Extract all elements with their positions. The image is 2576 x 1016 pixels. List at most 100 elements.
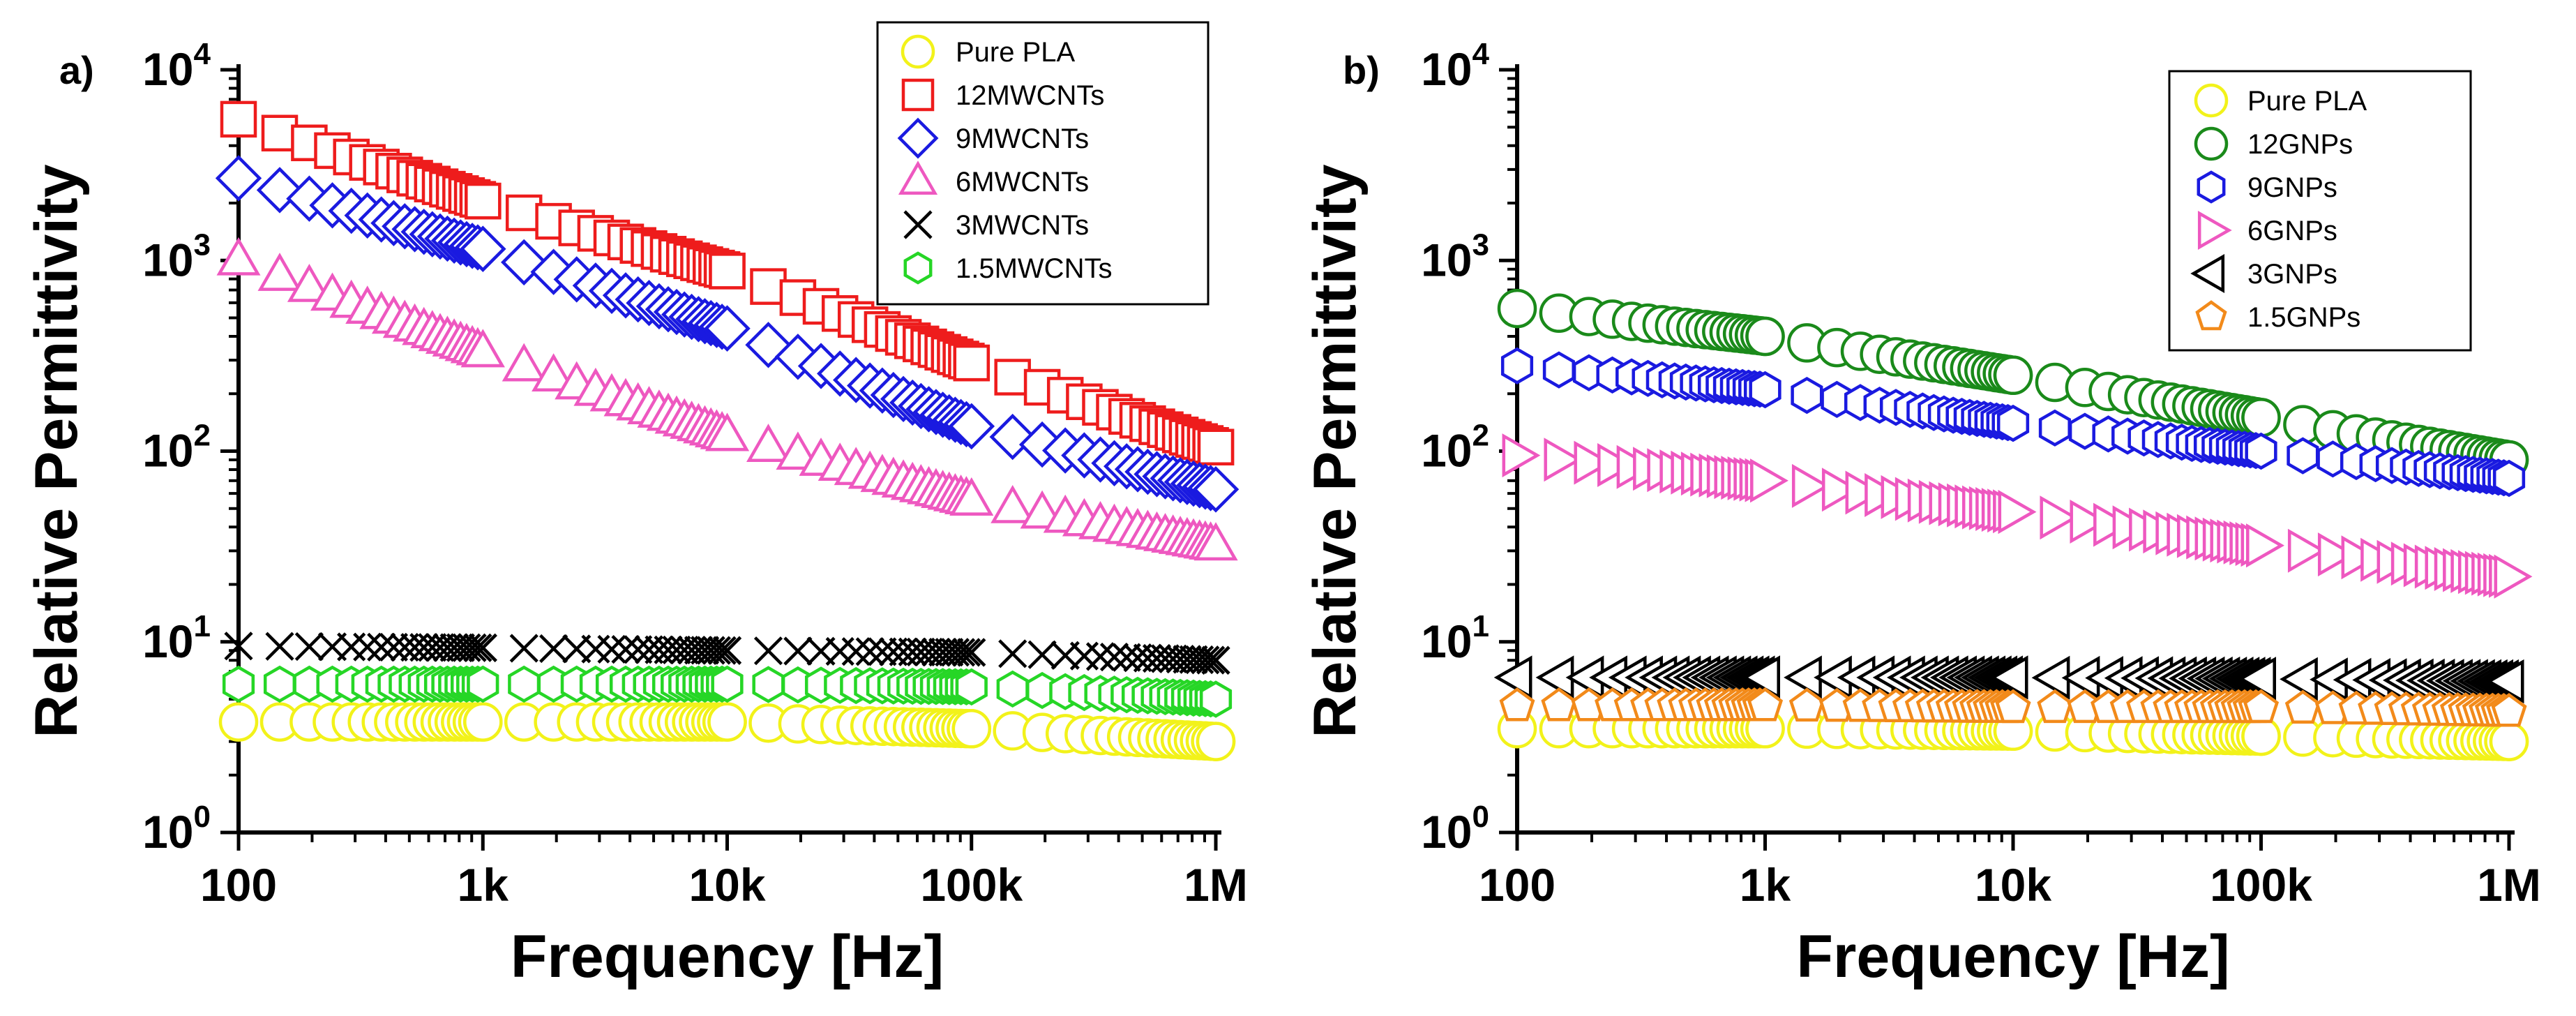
data-point: [611, 635, 640, 664]
data-point: [951, 709, 992, 749]
x-axis-title: Frequency [Hz]: [1796, 923, 2229, 990]
data-point: [367, 632, 396, 662]
plot-area: [215, 100, 1240, 761]
data-point: [991, 484, 1035, 523]
data-point: [337, 632, 366, 662]
data-point: [257, 253, 302, 291]
legend-marker: [2194, 83, 2229, 118]
data-point: [949, 477, 994, 516]
data-point: [1099, 642, 1129, 672]
data-point: [670, 635, 699, 665]
series-3gnps: [1493, 655, 2524, 703]
data-point: [712, 636, 742, 665]
legend-marker: [901, 78, 935, 112]
y-axis-title: Relative Permittivity: [1302, 164, 1369, 738]
y-tick-label: 102: [1421, 419, 1489, 477]
data-point: [1192, 466, 1240, 513]
legend-label: 6GNPs: [2247, 216, 2337, 246]
data-point: [2341, 535, 2380, 580]
data-point: [1027, 640, 1057, 669]
data-point: [1542, 351, 1575, 389]
legend-box: [876, 21, 1210, 306]
data-point: [581, 634, 610, 664]
y-tick-label: 103: [142, 227, 211, 285]
data-point: [467, 665, 499, 703]
data-point: [1742, 655, 1780, 700]
x-tick-label: 1M: [2477, 859, 2541, 911]
series-9gnps: [1500, 347, 2526, 498]
panel-label: b): [1343, 48, 1380, 92]
data-point: [2317, 532, 2356, 577]
data-point: [1493, 655, 1532, 700]
data-point: [2492, 459, 2526, 498]
legend-marker: [898, 160, 938, 195]
data-point: [1998, 490, 2037, 535]
series-12mwcnts: [220, 100, 1235, 465]
data-point: [855, 637, 884, 666]
data-point: [2243, 689, 2279, 724]
y-tick-label: 104: [142, 37, 211, 95]
data-point: [2485, 659, 2524, 703]
data-point: [1500, 347, 1534, 384]
data-point: [1193, 522, 1238, 561]
legend-label: 1.5GNPs: [2247, 302, 2360, 333]
data-point: [425, 633, 455, 662]
data-point: [532, 353, 576, 392]
data-point: [222, 665, 255, 703]
data-point: [2093, 502, 2132, 547]
data-point: [707, 702, 747, 742]
data-point: [2489, 722, 2529, 761]
data-point: [1791, 377, 1823, 414]
data-point: [294, 632, 324, 662]
legend-label: 12MWCNTs: [956, 80, 1104, 111]
data-point: [1745, 316, 1785, 357]
legend-box: [2168, 70, 2472, 352]
data-point: [1996, 405, 2030, 442]
data-point: [1196, 645, 1226, 675]
data-point: [914, 637, 944, 667]
legend-label: Pure PLA: [956, 37, 1076, 68]
data-point: [2038, 409, 2071, 447]
legend: Pure PLA 12GNPs 9GNPs 6GNPs 3GNPs 1.5GNPs: [2168, 70, 2472, 352]
legend-marker: [2195, 300, 2227, 331]
data-point: [825, 636, 854, 666]
data-point: [379, 632, 409, 662]
data-point: [705, 412, 749, 451]
legend: Pure PLA 12MWCNTs 9MWCNTs 6MWCNTs 3MWCNTs 1.5…: [876, 21, 1210, 306]
data-point: [1995, 689, 2031, 724]
y-tick-label: 100: [1421, 800, 1489, 858]
data-point: [1747, 687, 1783, 722]
data-point: [783, 636, 813, 666]
data-point: [2238, 657, 2276, 701]
data-point: [263, 665, 296, 703]
data-point: [463, 702, 503, 742]
data-point: [1845, 470, 1884, 515]
data-point: [957, 638, 986, 667]
data-point: [463, 633, 492, 662]
data-point: [460, 225, 506, 272]
data-point: [2284, 689, 2321, 724]
x-tick-label: 1k: [1740, 859, 1791, 911]
data-point: [468, 633, 497, 662]
data-point: [704, 305, 751, 352]
data-point: [1497, 288, 1537, 329]
x-tick-label: 100: [200, 859, 277, 911]
data-point: [215, 155, 262, 202]
data-point: [996, 670, 1029, 708]
data-point: [220, 100, 257, 138]
y-tick-label: 101: [142, 609, 211, 667]
data-point: [624, 635, 653, 664]
legend-marker: [903, 210, 933, 239]
data-point: [1989, 655, 2028, 700]
chart-panel-b: b) 100 1k 10k 100k 1M 100 101 102 103 104 Frequency…: [1302, 37, 2541, 990]
legend-label: 3GNPs: [2247, 259, 2337, 290]
data-point: [1201, 645, 1230, 675]
y-tick-label: 104: [1421, 37, 1489, 95]
data-point: [502, 343, 546, 382]
data-point: [2494, 554, 2533, 599]
plot-area: [1493, 288, 2533, 761]
x-tick-label: 100: [1479, 859, 1556, 911]
data-point: [1544, 438, 1583, 482]
